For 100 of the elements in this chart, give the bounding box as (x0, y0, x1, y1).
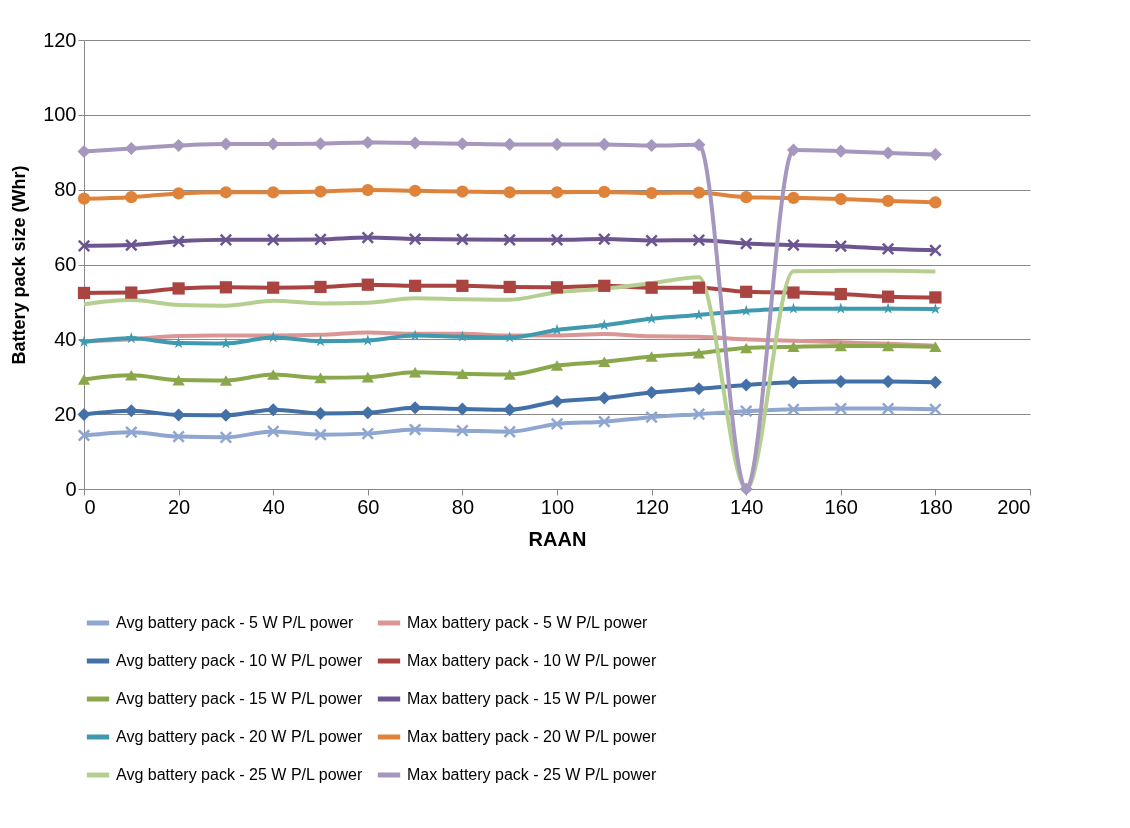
point (739, 404, 753, 418)
point (409, 329, 421, 341)
point (881, 375, 895, 389)
point (929, 196, 942, 209)
point (124, 425, 138, 439)
point (787, 341, 800, 353)
point (787, 302, 800, 314)
point (267, 186, 280, 199)
x-tick-label: 20 (167, 495, 191, 518)
point (787, 402, 800, 416)
point (266, 424, 280, 438)
point (597, 137, 611, 151)
point (692, 138, 706, 152)
point (645, 312, 658, 324)
point (928, 402, 942, 416)
point (597, 415, 611, 429)
point (125, 369, 138, 381)
point (408, 366, 422, 378)
point (172, 139, 186, 153)
point (787, 286, 800, 299)
point (314, 185, 327, 198)
point (503, 280, 516, 294)
point (172, 430, 186, 444)
y-tick-label: 60 (54, 253, 77, 275)
point (787, 238, 800, 252)
point (77, 286, 91, 300)
point (267, 369, 280, 380)
point (550, 281, 564, 294)
point (786, 375, 801, 389)
point (550, 137, 564, 151)
point (125, 191, 138, 204)
point (834, 192, 847, 206)
point (77, 144, 91, 159)
point (219, 137, 233, 151)
point (503, 137, 517, 151)
point (455, 424, 469, 438)
point (834, 287, 847, 301)
point (928, 243, 942, 257)
x-tick-label: 40 (262, 495, 285, 518)
point (172, 187, 185, 200)
y-tick-label: 120 (43, 28, 77, 51)
point (929, 291, 942, 304)
x-tick-label: 160 (824, 495, 858, 518)
point (881, 146, 895, 160)
point (739, 482, 753, 496)
point (550, 394, 564, 408)
x-tick-label: 180 (919, 495, 953, 518)
point (172, 234, 186, 248)
point (882, 302, 894, 314)
point (267, 281, 280, 294)
point (77, 429, 91, 442)
point (740, 191, 753, 204)
point (834, 375, 848, 389)
point (219, 233, 233, 247)
point (77, 239, 91, 253)
x-tick-label: 140 (730, 495, 764, 518)
point (834, 302, 847, 314)
point (645, 385, 659, 399)
legend-label: Max battery pack - 20 W P/L power (407, 728, 657, 745)
point (550, 186, 564, 199)
point (834, 340, 847, 352)
point (314, 372, 327, 384)
y-tick-label: 40 (54, 327, 77, 350)
point (692, 407, 706, 421)
point (314, 280, 327, 294)
point (598, 279, 611, 292)
point (456, 279, 469, 292)
point (361, 136, 375, 150)
point (503, 331, 516, 343)
point (125, 332, 138, 344)
point (645, 281, 658, 294)
point (408, 232, 422, 246)
point (455, 232, 469, 246)
point (125, 286, 138, 299)
x-tick-label: 120 (635, 495, 669, 518)
y-tick-label: 20 (54, 402, 77, 425)
x-tick-label: 200 (997, 495, 1031, 518)
point (692, 186, 706, 199)
point (881, 402, 895, 416)
point (692, 281, 706, 294)
point (124, 238, 138, 252)
point (219, 430, 233, 444)
legend-label: Max battery pack - 5 W P/L power (407, 614, 649, 631)
point (361, 371, 374, 383)
point (219, 375, 233, 386)
point (124, 141, 138, 156)
point (597, 232, 611, 246)
y-tick-label: 0 (65, 477, 77, 500)
point (408, 401, 422, 415)
x-tick-label: 100 (540, 495, 575, 518)
point (124, 404, 138, 418)
point (739, 237, 753, 251)
point (408, 423, 422, 436)
point (219, 281, 233, 294)
x-axis-title: RAAN (528, 527, 587, 550)
point (881, 242, 895, 256)
y-tick-label: 100 (43, 103, 77, 126)
point (456, 368, 469, 380)
point (787, 191, 800, 205)
point (456, 330, 469, 342)
